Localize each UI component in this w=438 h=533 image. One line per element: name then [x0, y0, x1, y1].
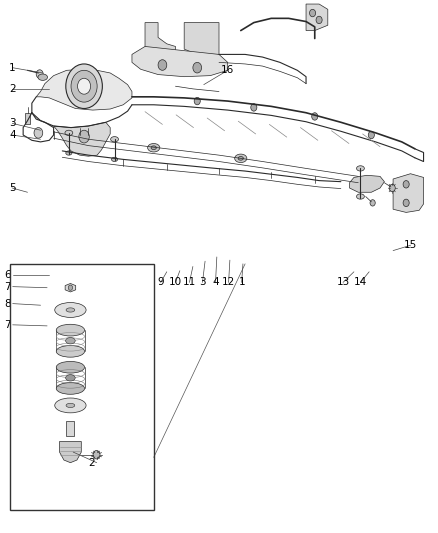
Text: 4: 4 — [212, 277, 219, 287]
Circle shape — [312, 113, 318, 120]
Circle shape — [310, 10, 316, 17]
Circle shape — [403, 181, 409, 188]
Circle shape — [93, 450, 100, 459]
Text: 6: 6 — [4, 270, 11, 280]
Bar — [67, 421, 74, 436]
Ellipse shape — [148, 143, 160, 152]
Ellipse shape — [55, 398, 86, 413]
Circle shape — [370, 200, 375, 206]
Ellipse shape — [55, 303, 86, 317]
Ellipse shape — [235, 154, 247, 163]
Text: 3: 3 — [9, 118, 16, 128]
Text: 3: 3 — [199, 277, 206, 287]
Polygon shape — [36, 69, 132, 110]
Text: 9: 9 — [157, 277, 164, 287]
Ellipse shape — [357, 194, 364, 199]
Bar — [10, 264, 154, 511]
Ellipse shape — [151, 146, 156, 150]
Ellipse shape — [66, 375, 75, 381]
Ellipse shape — [65, 130, 73, 135]
Polygon shape — [65, 284, 76, 292]
Circle shape — [316, 16, 322, 23]
Text: 2: 2 — [9, 84, 16, 94]
Circle shape — [194, 98, 200, 105]
Circle shape — [36, 70, 43, 78]
Polygon shape — [350, 175, 385, 192]
Text: 7: 7 — [4, 281, 11, 292]
Polygon shape — [393, 174, 424, 213]
Circle shape — [79, 130, 89, 143]
Ellipse shape — [66, 403, 75, 408]
Ellipse shape — [56, 324, 85, 336]
Text: 5: 5 — [9, 183, 16, 193]
Text: 2: 2 — [88, 458, 95, 467]
Ellipse shape — [238, 157, 244, 160]
Text: 11: 11 — [183, 277, 196, 287]
Text: 13: 13 — [336, 277, 350, 287]
Polygon shape — [132, 46, 228, 77]
Text: 15: 15 — [404, 240, 417, 251]
Text: 1: 1 — [238, 277, 245, 287]
Ellipse shape — [56, 383, 85, 394]
Ellipse shape — [66, 308, 75, 312]
Text: 7: 7 — [4, 320, 11, 330]
Ellipse shape — [66, 151, 72, 155]
Circle shape — [34, 127, 43, 138]
Circle shape — [251, 104, 257, 111]
Ellipse shape — [357, 166, 364, 171]
Ellipse shape — [66, 337, 75, 344]
Polygon shape — [184, 22, 219, 57]
Text: 1: 1 — [9, 63, 16, 72]
Circle shape — [158, 60, 167, 70]
Circle shape — [368, 131, 374, 139]
Text: 16: 16 — [221, 66, 234, 75]
Ellipse shape — [56, 345, 85, 357]
Ellipse shape — [56, 361, 85, 373]
Ellipse shape — [111, 136, 118, 142]
Text: 8: 8 — [4, 298, 11, 309]
Polygon shape — [60, 441, 81, 463]
Circle shape — [78, 78, 91, 94]
Text: 4: 4 — [9, 130, 16, 140]
Ellipse shape — [38, 74, 47, 80]
Circle shape — [68, 285, 73, 290]
Text: 10: 10 — [169, 277, 182, 287]
Ellipse shape — [112, 157, 117, 161]
Circle shape — [403, 199, 409, 207]
Circle shape — [71, 70, 97, 102]
Polygon shape — [25, 113, 30, 124]
Circle shape — [389, 184, 395, 192]
Polygon shape — [53, 122, 110, 156]
Text: 14: 14 — [354, 277, 367, 287]
Text: 12: 12 — [222, 277, 235, 287]
Circle shape — [193, 62, 201, 73]
Polygon shape — [306, 4, 328, 30]
Circle shape — [66, 64, 102, 109]
Polygon shape — [145, 22, 176, 57]
